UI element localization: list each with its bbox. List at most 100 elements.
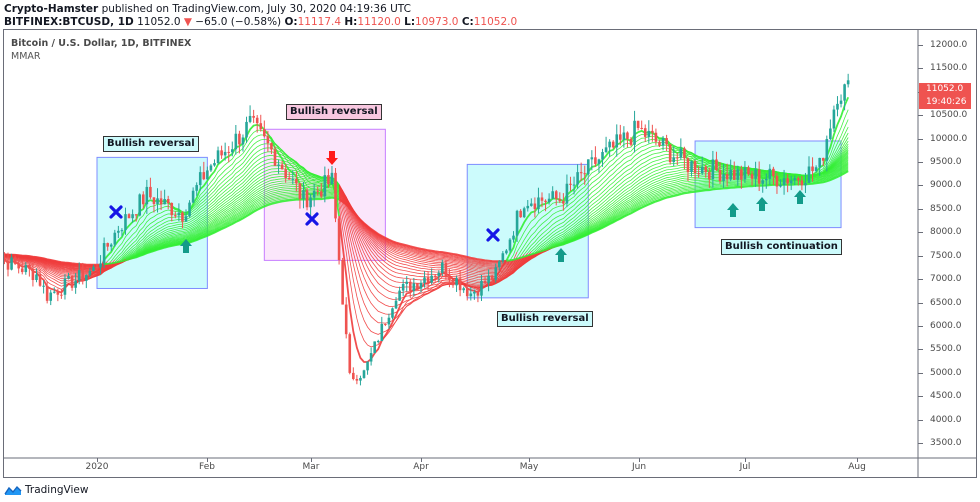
ma-ribbon-line [556, 161, 849, 247]
candle-body [323, 175, 327, 197]
countdown-tag: 19:40:26 [919, 96, 971, 109]
candle-body [562, 201, 565, 204]
publish-info: Crypto-Hamster published on TradingView.… [4, 3, 411, 15]
candle-body [56, 291, 60, 295]
down-arrow-icon [326, 151, 338, 165]
price-tick-label: 9000.0 [930, 180, 962, 191]
tradingview-logo[interactable]: TradingView [4, 484, 88, 496]
price-tick-label: 7000.0 [930, 274, 962, 285]
ma-ribbon-line [128, 180, 340, 260]
candle-body [99, 263, 102, 268]
candle-body [31, 268, 35, 281]
time-tick [639, 458, 640, 462]
ma-ribbon-line [338, 190, 557, 271]
candle-body [106, 243, 109, 247]
candle-body [188, 202, 191, 217]
time-tick [745, 458, 746, 462]
candle-body [149, 186, 152, 198]
candle-body [544, 200, 547, 203]
ma-ribbon-line [125, 165, 340, 260]
candle-body [558, 198, 562, 202]
candle-body [604, 147, 608, 153]
candle-body [522, 208, 526, 218]
candle-body [448, 276, 451, 280]
candle-body [526, 205, 530, 209]
ma-ribbon-line [559, 166, 849, 246]
price-tick [918, 68, 923, 70]
candle-body [384, 323, 387, 325]
candle-body [793, 178, 797, 181]
ma-ribbon-line [338, 191, 557, 270]
candle-body [373, 341, 376, 354]
candle-body [512, 235, 515, 240]
candle-body [779, 185, 782, 187]
candle-body [430, 275, 433, 283]
candle-body [825, 139, 829, 161]
candle-body [330, 172, 334, 185]
candle-body [398, 290, 401, 301]
candle-body [170, 203, 174, 216]
candle-body [807, 166, 811, 183]
candle-body [611, 141, 615, 148]
candle-body [643, 128, 647, 137]
candle-body [319, 191, 323, 197]
candle-body [13, 257, 17, 264]
candle-body [711, 159, 715, 180]
candle-body [704, 166, 708, 173]
candle-body [836, 103, 839, 110]
candle-body [255, 117, 259, 124]
candle-body [252, 115, 255, 118]
candle-body [60, 294, 63, 296]
ma-ribbon-line [121, 154, 340, 261]
candle-body [441, 262, 444, 273]
price-tick [918, 279, 923, 281]
candle-body [757, 169, 761, 184]
candle-body [569, 183, 572, 185]
candle-body [95, 266, 99, 268]
price-tick [918, 302, 923, 304]
candle-body [551, 191, 554, 199]
candle-body [540, 197, 544, 201]
ma-ribbon-line [338, 184, 536, 285]
price-tick [918, 443, 923, 444]
candle-body [416, 283, 419, 289]
candle-body [352, 372, 355, 379]
open-value: 11117.4 [297, 16, 342, 28]
ma-ribbon-line [128, 175, 340, 260]
ma-ribbon-line [338, 185, 550, 278]
ma-ribbon-line [132, 184, 340, 259]
candle-body [501, 253, 505, 262]
candle-body [747, 167, 750, 175]
candle-body [622, 132, 626, 140]
candle-body [42, 285, 45, 287]
candle-body [480, 281, 483, 296]
time-tick-label: Aug [848, 462, 866, 472]
candle-body [814, 167, 818, 172]
author-name[interactable]: Crypto-Hamster [4, 3, 99, 15]
candle-body [490, 275, 494, 280]
candle-body [455, 278, 458, 286]
price-tick-label: 8000.0 [930, 227, 962, 238]
ma-ribbon-line [118, 151, 340, 263]
candle-body [572, 184, 576, 186]
price-tick-label: 12000.0 [930, 40, 968, 50]
ma-ribbon-line [107, 129, 340, 262]
candle-body [565, 183, 569, 204]
candle-body [786, 178, 789, 184]
candle-body [145, 186, 149, 205]
candle-body [273, 149, 277, 166]
candle-body [63, 278, 67, 295]
candle-body [305, 190, 309, 208]
candle-body [412, 283, 416, 291]
candle-body [469, 293, 473, 297]
ma-ribbon-line [559, 165, 849, 246]
candle-body [718, 169, 722, 182]
time-tick-label: May [519, 462, 539, 472]
candle-body [92, 266, 95, 271]
candle-body [700, 166, 704, 174]
annotation-label-2: Bullish reversal [286, 104, 382, 120]
ma-ribbon-line [338, 193, 560, 267]
time-tick [529, 458, 530, 462]
candle-body [166, 198, 170, 204]
